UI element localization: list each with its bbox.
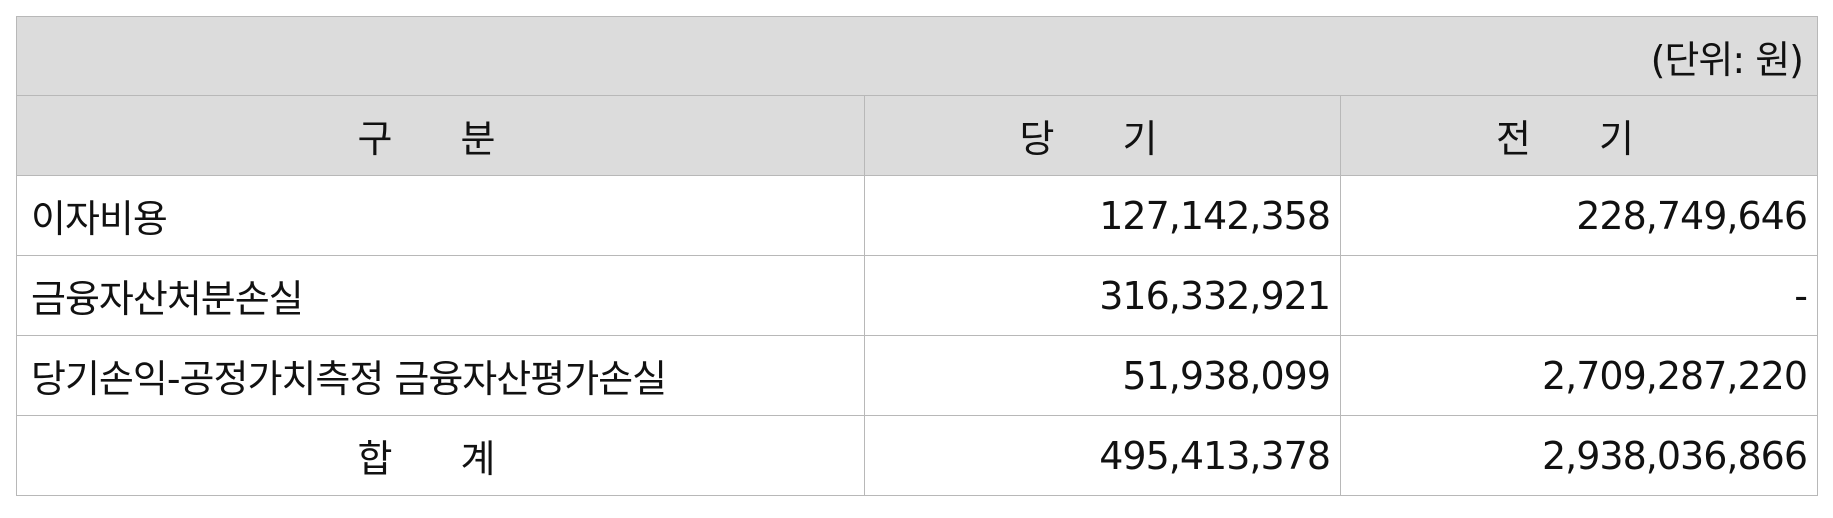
column-header-current-period: 당 기 <box>864 95 1341 176</box>
row-label: 당기손익-공정가치측정 금융자산평가손실 <box>16 335 865 416</box>
unit-row: (단위: 원) <box>16 16 1818 96</box>
total-current-value: 495,413,378 <box>864 415 1341 496</box>
finance-cost-table-container: (단위: 원) 구 분 당 기 전 기 이자비용 127,142,358 228… <box>16 16 1818 496</box>
row-current-value: 316,332,921 <box>864 255 1341 336</box>
column-header-previous-period: 전 기 <box>1340 95 1818 176</box>
row-current-value: 51,938,099 <box>864 335 1341 416</box>
total-previous-value: 2,938,036,866 <box>1340 415 1818 496</box>
table-row: 이자비용 127,142,358 228,749,646 <box>16 175 1818 256</box>
total-label: 합 계 <box>16 415 865 496</box>
row-previous-value: - <box>1340 255 1818 336</box>
finance-cost-table: (단위: 원) 구 분 당 기 전 기 이자비용 127,142,358 228… <box>16 16 1818 496</box>
header-row: 구 분 당 기 전 기 <box>16 95 1818 176</box>
unit-label: (단위: 원) <box>16 16 1818 96</box>
table-row: 금융자산처분손실 316,332,921 - <box>16 255 1818 336</box>
row-label: 이자비용 <box>16 175 865 256</box>
total-row: 합 계 495,413,378 2,938,036,866 <box>16 415 1818 496</box>
row-label: 금융자산처분손실 <box>16 255 865 336</box>
row-previous-value: 2,709,287,220 <box>1340 335 1818 416</box>
row-current-value: 127,142,358 <box>864 175 1341 256</box>
column-header-category: 구 분 <box>16 95 865 176</box>
table-row: 당기손익-공정가치측정 금융자산평가손실 51,938,099 2,709,28… <box>16 335 1818 416</box>
row-previous-value: 228,749,646 <box>1340 175 1818 256</box>
